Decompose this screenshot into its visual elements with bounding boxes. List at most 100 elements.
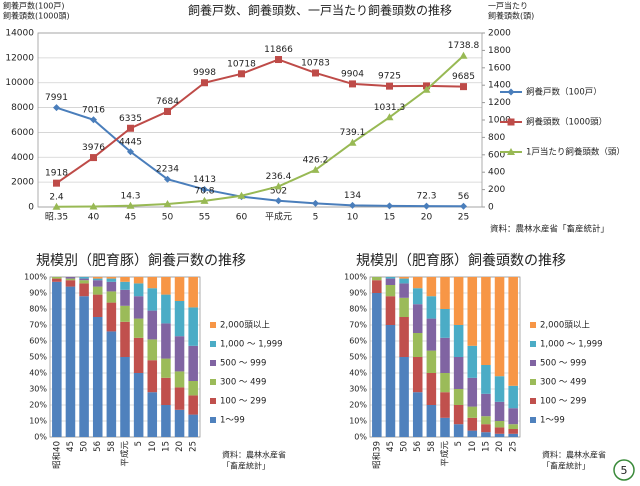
y-tick-label: 50%	[29, 353, 47, 362]
y2-tick-label: 800	[488, 133, 505, 143]
legend-label: 500 ～ 999	[220, 359, 266, 369]
x-tick-label: 50	[80, 441, 90, 452]
point	[423, 202, 430, 210]
x-tick-label: 15	[161, 441, 171, 452]
legend-swatch	[210, 417, 216, 423]
series-line	[56, 54, 465, 208]
legend-label: 2,000頭以上	[220, 321, 270, 331]
legend-label: 1,000 ～ 1,999	[540, 340, 603, 350]
bar-segment	[412, 304, 423, 333]
bar-segment	[453, 424, 464, 437]
legend-swatch	[210, 341, 216, 347]
bar-segment	[426, 350, 437, 373]
bar-segment	[106, 278, 117, 282]
point	[90, 154, 97, 162]
bar-segment	[385, 296, 396, 325]
point	[312, 199, 319, 207]
x-tick-label: 25	[458, 213, 469, 223]
data-label: 134	[344, 191, 361, 201]
data-label: 9725	[378, 72, 401, 82]
bar-segment	[147, 360, 158, 393]
bar-segment	[481, 393, 491, 417]
y-tick-label: 40%	[29, 369, 47, 378]
bar-segment	[412, 392, 423, 437]
legend-swatch	[530, 398, 536, 404]
bar-segment	[453, 405, 464, 425]
data-label: 9685	[452, 72, 475, 82]
point	[311, 165, 320, 173]
bar-segment	[106, 277, 117, 279]
x-tick-label: 10	[468, 441, 478, 452]
y-tick-label: 0%	[34, 433, 47, 442]
x-tick-label: 40	[88, 213, 100, 223]
bar-segment	[174, 387, 185, 410]
bar-segment	[147, 288, 158, 311]
point	[386, 82, 393, 90]
bar-segment	[106, 302, 117, 332]
bar-segment	[92, 280, 103, 287]
x-tick-label: 20	[421, 213, 433, 223]
x-tick-label: 平成元	[265, 211, 292, 223]
point	[348, 138, 357, 146]
bar-segment	[385, 325, 396, 437]
bar-segment	[133, 373, 144, 437]
bar-segment	[174, 371, 185, 388]
bar-segment	[440, 277, 450, 309]
source-note: 資料：農林水産省「畜産統計」	[490, 224, 609, 235]
bar-segment	[174, 409, 185, 437]
bar-segment	[79, 277, 89, 279]
bar-segment	[412, 357, 423, 393]
legend-swatch	[210, 398, 216, 404]
y2-axis-title: 一戸当たり	[488, 1, 528, 11]
bar-segment	[92, 278, 103, 281]
legend-label: 300 ～ 499	[540, 378, 586, 388]
x-tick-label: 60	[236, 213, 248, 223]
bar-segment	[106, 291, 117, 303]
bar-segment	[494, 427, 505, 434]
point	[127, 148, 134, 156]
legend-swatch	[530, 322, 536, 328]
data-label: 426.2	[303, 155, 329, 165]
bar-segment	[65, 286, 76, 437]
bar-segment	[161, 358, 171, 378]
bar-segment	[79, 296, 89, 437]
y-axis-title: 飼養頭数(1000頭)	[3, 11, 70, 21]
x-tick-label: 25	[189, 441, 199, 452]
bar-segment	[412, 277, 423, 289]
x-tick-label: 5	[134, 441, 144, 446]
point	[460, 83, 467, 91]
page-number: 5	[621, 464, 628, 477]
bar-segment	[65, 278, 76, 281]
legend-swatch	[210, 360, 216, 366]
y-tick-label: 80%	[349, 305, 367, 314]
data-label: 7016	[82, 105, 105, 115]
bar-segment	[494, 277, 505, 377]
point	[237, 191, 246, 199]
bar-segment	[52, 281, 62, 437]
point	[201, 185, 208, 193]
bar-segment	[481, 365, 491, 394]
legend-label: 1戸当たり飼養頭数（頭）	[526, 147, 625, 158]
bar-segment	[65, 280, 76, 287]
point	[385, 113, 394, 121]
bar-segment	[508, 429, 518, 434]
bar-segment	[399, 278, 409, 284]
x-tick-label: 50	[162, 213, 174, 223]
x-tick-label: 56	[93, 441, 103, 452]
data-label: 14.3	[120, 191, 140, 201]
legend-label: 1,000 ～ 1,999	[220, 340, 283, 350]
bar-segment	[52, 277, 62, 279]
data-label: 11866	[264, 45, 293, 55]
bar-segment	[133, 318, 144, 338]
y-tick-label: 70%	[29, 321, 47, 330]
bar-segment	[399, 297, 409, 317]
bar-segment	[120, 305, 130, 322]
data-label: 56	[458, 192, 470, 202]
bar-segment	[161, 377, 171, 405]
bar-segment	[385, 277, 396, 279]
data-label: 9998	[193, 68, 216, 78]
y2-tick-label: 1400	[488, 81, 511, 91]
bar-segment	[106, 281, 117, 292]
x-tick-label: 55	[199, 213, 210, 223]
bar-segment	[467, 417, 478, 431]
